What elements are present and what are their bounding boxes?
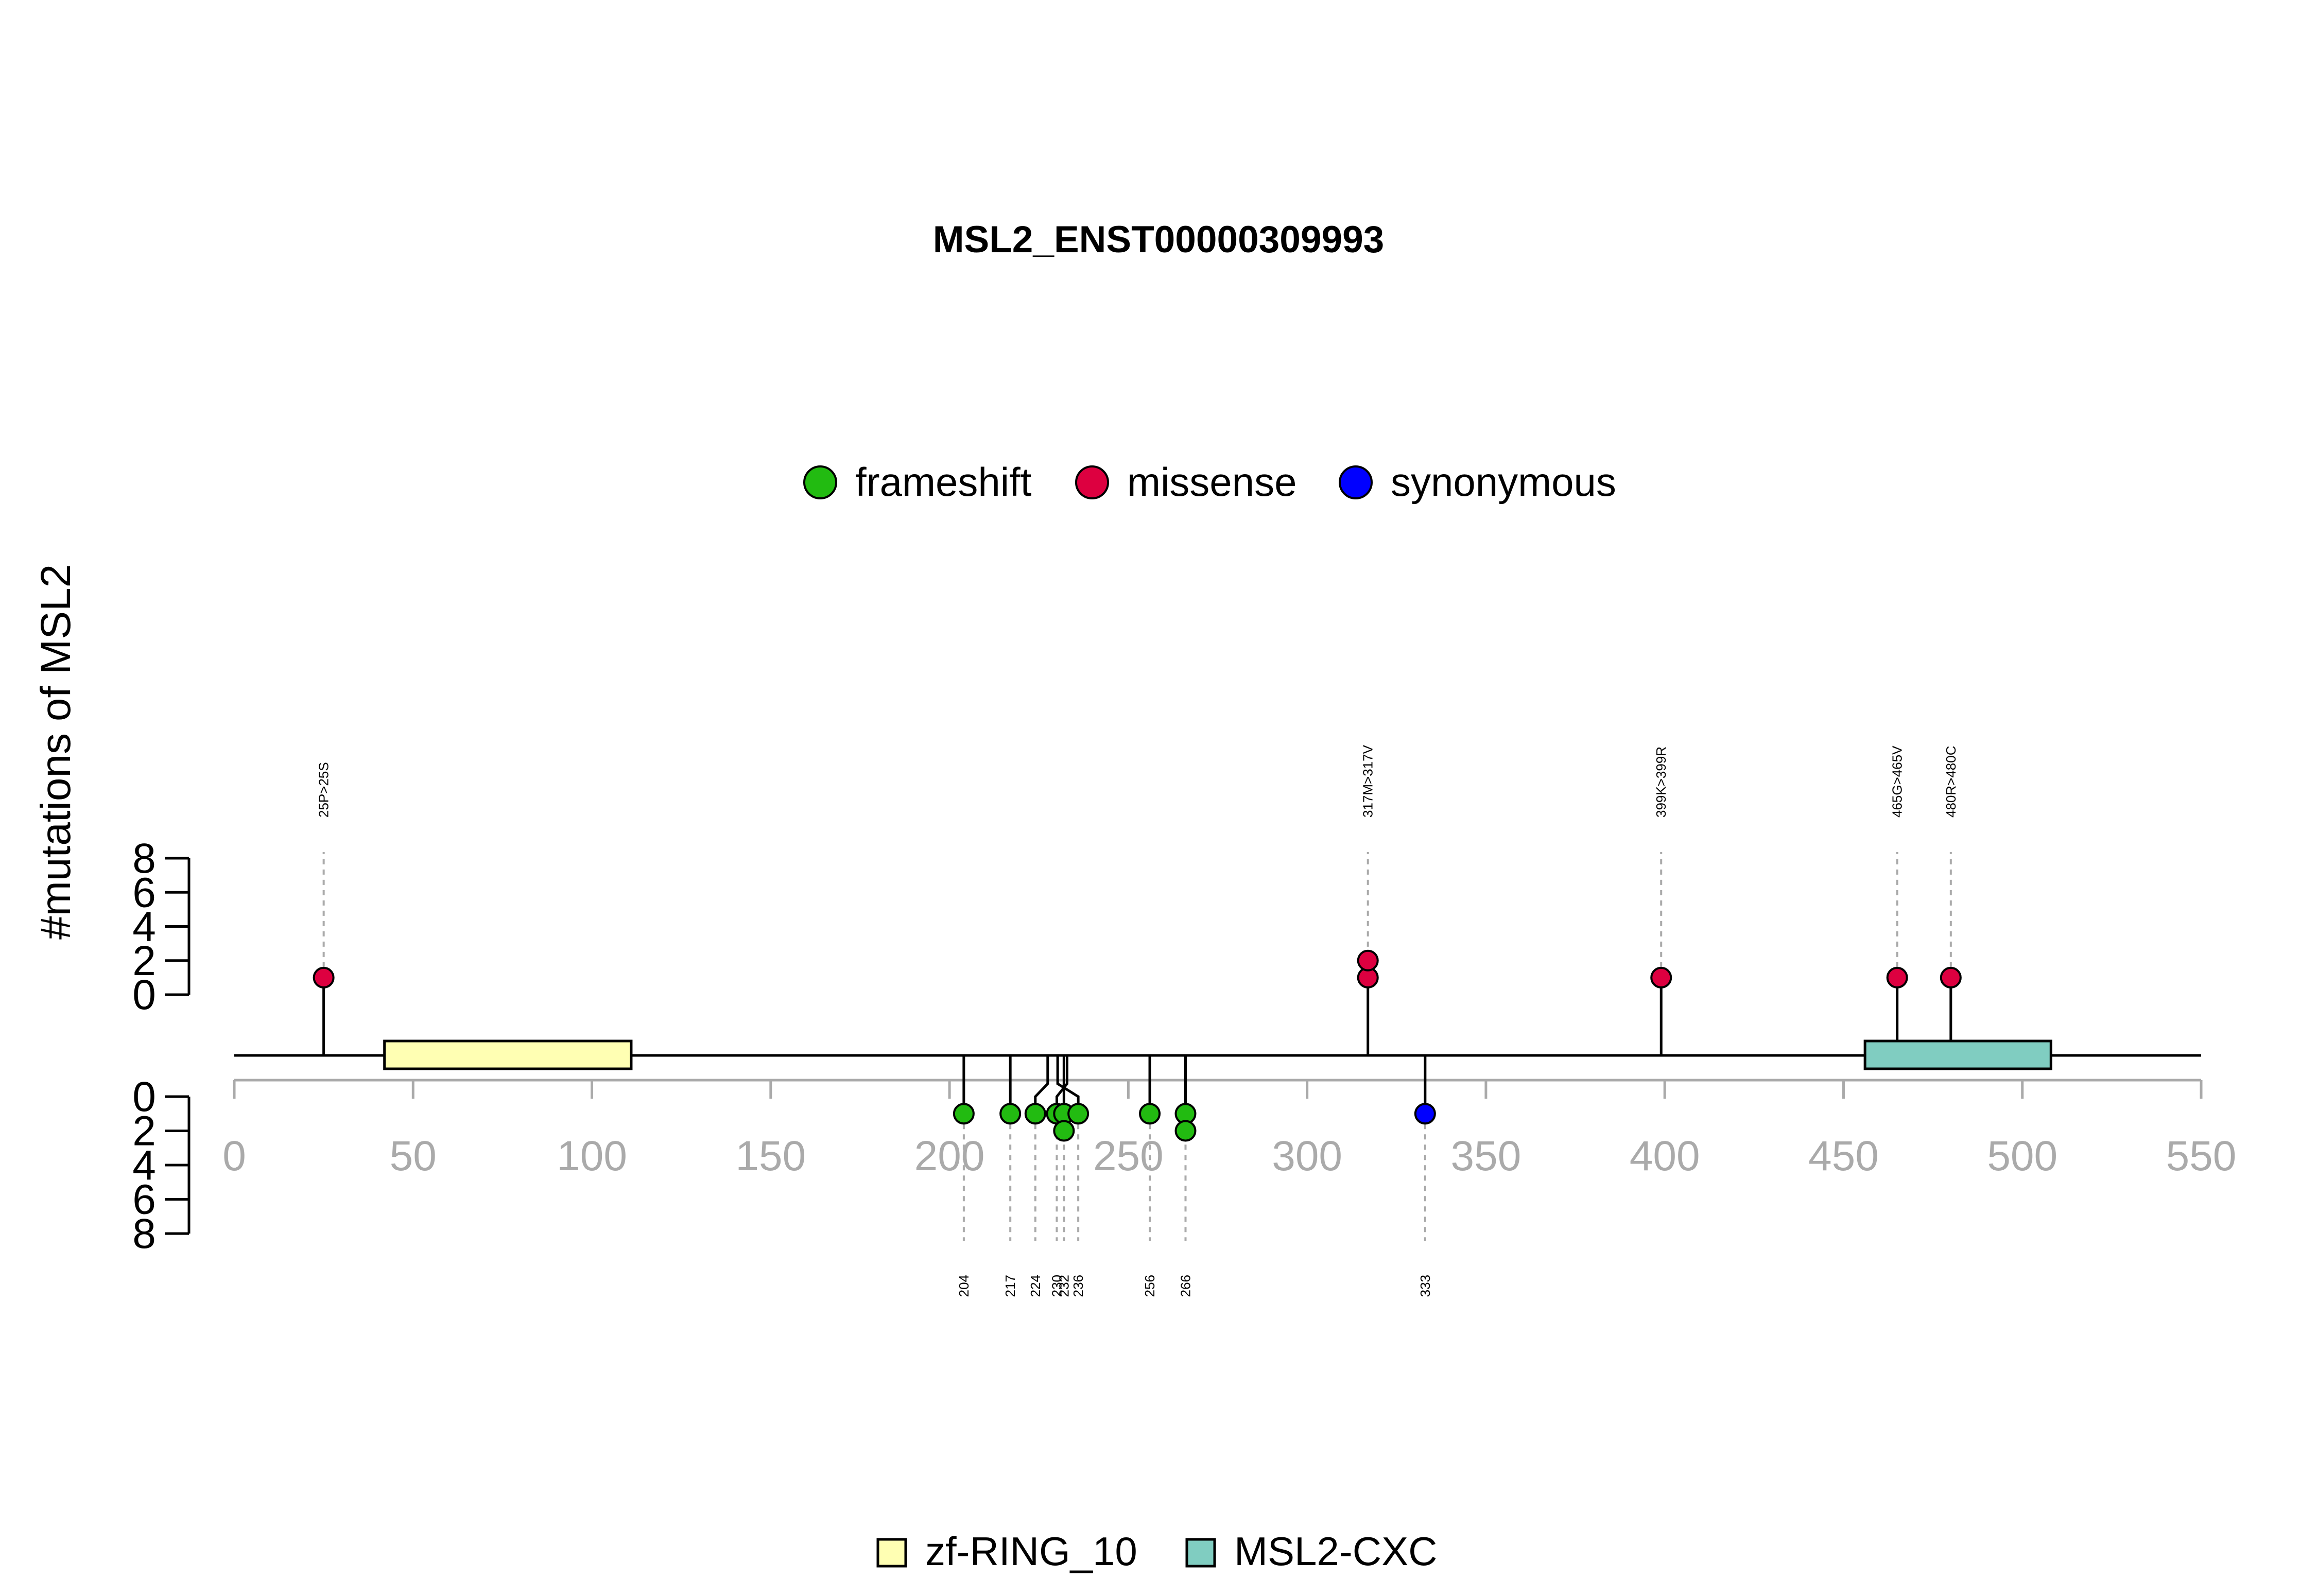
- x-tick-label-150: 150: [735, 1133, 806, 1179]
- domain-zf-RING_10: [383, 1039, 633, 1070]
- y-tick-label-bottom-2: 2: [132, 1108, 156, 1155]
- point-frameshift-236: [1067, 1103, 1090, 1125]
- mutation-label-317: 317M>317V: [1360, 744, 1376, 818]
- y-tick-label-bottom-6: 6: [132, 1176, 156, 1223]
- point-frameshift-224: [1024, 1103, 1046, 1125]
- x-axis: 0 50 100 150 200 250 300 350 400 450 500 550: [222, 1079, 2237, 1179]
- mutation-label-224: 224: [1028, 1275, 1043, 1297]
- point-frameshift-217: [999, 1103, 1022, 1125]
- y-tick-label-top-2: 2: [132, 938, 156, 984]
- legend-label-frameshift: frameshift: [855, 459, 1032, 505]
- mutation-points: [313, 949, 1962, 1142]
- point-missense-317: [1357, 949, 1379, 972]
- chart-title: MSL2_ENST00000309993: [933, 219, 1385, 261]
- y-axis-label: #mutations of MSL2: [32, 564, 79, 940]
- legend-marker-synonymous: [1339, 465, 1373, 499]
- legend-domains: zf-RING_10 MSL2-CXC: [876, 1529, 1437, 1574]
- legend-marker-missense: [1075, 465, 1109, 499]
- legend-label-synonymous: synonymous: [1391, 459, 1616, 505]
- mutation-label-25: 25P>25S: [316, 762, 332, 818]
- mutation-label-333: 333: [1417, 1275, 1433, 1297]
- x-tick-label-550: 550: [2166, 1133, 2237, 1179]
- x-tick-label-50: 50: [390, 1133, 437, 1179]
- y-tick-label-bottom-8: 8: [132, 1210, 156, 1257]
- mutation-label-217: 217: [1002, 1275, 1018, 1297]
- x-tick-label-300: 300: [1272, 1133, 1342, 1179]
- point-missense-465: [1886, 966, 1908, 988]
- mutation-labels: 25P>25S 317M>317V 399K>399R 465G>465V 480R>4…: [316, 744, 1959, 1297]
- legend-label-MSL2-CXC: MSL2-CXC: [1234, 1529, 1437, 1574]
- mutation-label-465: 465G>465V: [1890, 745, 1905, 818]
- x-tick-label-200: 200: [914, 1133, 985, 1179]
- x-tick-label-250: 250: [1093, 1133, 1164, 1179]
- y-tick-label-top-4: 4: [132, 904, 156, 950]
- legend-box-MSL2-CXC: [1185, 1538, 1216, 1568]
- mutation-label-399: 399K>399R: [1653, 747, 1669, 818]
- domain-MSL2-CXC: [1863, 1039, 2052, 1070]
- x-tick-label-500: 500: [1987, 1133, 2057, 1179]
- mutation-label-480: 480R>480C: [1943, 746, 1959, 818]
- mutation-label-236: 236: [1070, 1275, 1086, 1297]
- y-tick-label-top-6: 6: [132, 869, 156, 916]
- legend-label-zf-RING_10: zf-RING_10: [925, 1529, 1137, 1574]
- legend-box-zf-RING_10: [876, 1538, 907, 1568]
- y-tick-label-top-8: 8: [132, 835, 156, 882]
- protein-domains: [383, 1039, 2052, 1070]
- x-tick-label-450: 450: [1808, 1133, 1879, 1179]
- point-missense-480: [1940, 966, 1962, 988]
- mutation-label-230: 230: [1049, 1275, 1064, 1297]
- x-tick-label-100: 100: [557, 1133, 627, 1179]
- mutation-label-266: 266: [1178, 1275, 1193, 1297]
- mutation-label-256: 256: [1142, 1275, 1157, 1297]
- x-tick-label-0: 0: [222, 1133, 246, 1179]
- point-synonymous-333: [1414, 1103, 1436, 1125]
- y-tick-label-bottom-4: 4: [132, 1142, 156, 1189]
- y-tick-label-top-0: 0: [132, 972, 156, 1018]
- legend-mutation-types: frameshift missense synonymous: [803, 459, 1616, 505]
- x-tick-label-350: 350: [1450, 1133, 1521, 1179]
- point-frameshift-232: [1053, 1120, 1075, 1142]
- mutation-label-232: 232: [1056, 1275, 1071, 1297]
- point-frameshift-266: [1174, 1120, 1197, 1142]
- mutation-label-204: 204: [956, 1275, 972, 1297]
- point-missense-25: [313, 966, 335, 988]
- x-tick-label-400: 400: [1630, 1133, 1700, 1179]
- point-frameshift-204: [953, 1103, 975, 1125]
- y-tick-label-bottom-0: 0: [132, 1073, 156, 1120]
- legend-label-missense: missense: [1127, 459, 1296, 505]
- point-frameshift-256: [1139, 1103, 1161, 1125]
- legend-marker-frameshift: [803, 465, 837, 499]
- point-missense-399: [1650, 966, 1672, 988]
